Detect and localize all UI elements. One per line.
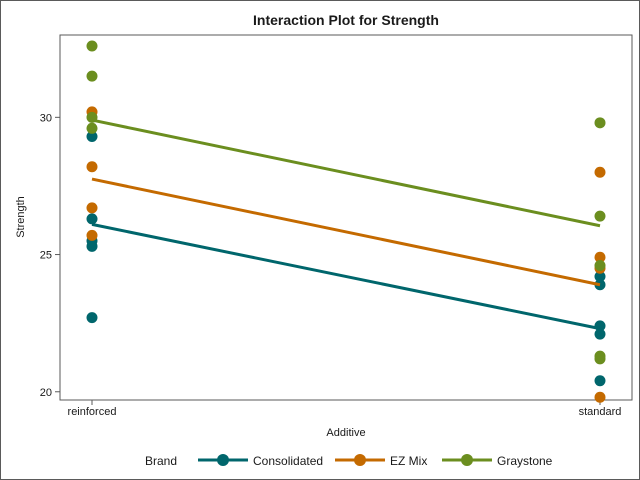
data-point-consolidated	[594, 328, 606, 340]
legend-label-graystone: Graystone	[497, 454, 553, 468]
data-point-ez-mix	[594, 251, 606, 263]
data-point-consolidated	[86, 312, 98, 324]
chart-title: Interaction Plot for Strength	[253, 12, 439, 28]
mean-line-consolidated	[91, 222, 601, 331]
data-point-graystone	[594, 210, 606, 222]
legend-marker-consolidated	[217, 454, 229, 466]
series-layer	[86, 40, 606, 403]
y-tick-label: 20	[40, 387, 52, 399]
mean-line-graystone	[91, 118, 601, 228]
y-axis-label: Strength	[15, 196, 27, 238]
legend-label-consolidated: Consolidated	[253, 454, 323, 468]
data-point-ez-mix	[86, 229, 98, 241]
data-point-graystone	[86, 111, 98, 123]
data-point-graystone	[86, 122, 98, 134]
plot-area	[59, 34, 633, 401]
data-point-consolidated	[86, 240, 98, 252]
series-ez-mix	[86, 106, 606, 403]
data-point-graystone	[594, 353, 606, 365]
y-axis: 20 25 30	[40, 112, 60, 399]
legend-items: Consolidated EZ Mix Graystone	[198, 454, 553, 468]
legend-title: Brand	[145, 454, 177, 468]
y-tick-label: 30	[40, 112, 52, 124]
data-point-graystone	[86, 40, 98, 52]
data-point-ez-mix	[594, 166, 606, 178]
data-point-consolidated	[594, 271, 606, 283]
data-point-consolidated	[594, 320, 606, 332]
data-point-ez-mix	[86, 161, 98, 173]
series-consolidated	[86, 131, 606, 387]
legend-item-graystone: Graystone	[442, 454, 553, 468]
data-point-consolidated	[86, 131, 98, 143]
series-graystone	[86, 40, 606, 365]
x-axis: reinforced standard	[68, 400, 622, 418]
y-tick-label: 25	[40, 250, 52, 262]
data-point-graystone	[86, 70, 98, 82]
legend-label-ez-mix: EZ Mix	[390, 454, 427, 468]
x-tick-label-reinforced: reinforced	[68, 406, 117, 418]
data-point-consolidated	[86, 213, 98, 225]
data-point-graystone	[594, 117, 606, 129]
legend-item-consolidated: Consolidated	[198, 454, 323, 468]
mean-line-ez-mix	[91, 177, 601, 287]
legend: Brand Consolidated EZ Mix Graystone	[145, 454, 553, 468]
x-axis-label: Additive	[326, 427, 365, 439]
data-point-consolidated	[594, 375, 606, 387]
legend-marker-graystone	[461, 454, 473, 466]
data-point-graystone	[594, 260, 606, 272]
legend-item-ez-mix: EZ Mix	[335, 454, 427, 468]
data-point-ez-mix	[594, 391, 606, 403]
legend-marker-ez-mix	[354, 454, 366, 466]
data-point-ez-mix	[86, 202, 98, 214]
x-tick-label-standard: standard	[579, 406, 622, 418]
